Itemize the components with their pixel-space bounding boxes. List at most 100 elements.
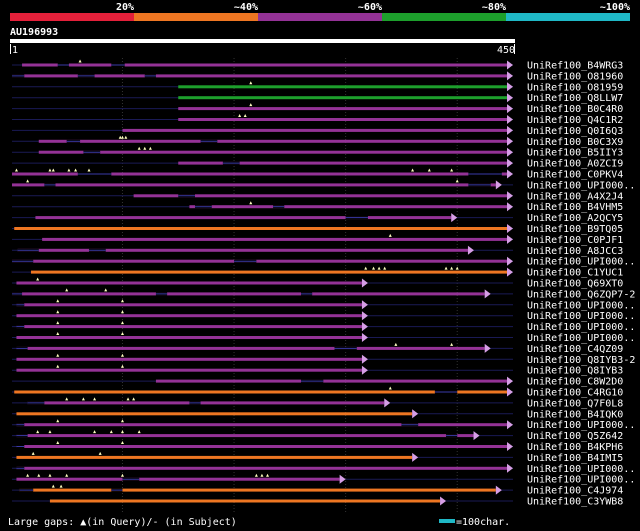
hit-row[interactable]: UniRef100_UPI000.. — [12, 256, 635, 268]
hit-bar[interactable] — [16, 346, 485, 350]
hit-row[interactable]: UniRef100_Q0I6Q3 — [12, 126, 623, 137]
hit-label[interactable]: UniRef100_C8W2D0 — [527, 377, 623, 388]
hit-bar[interactable] — [12, 74, 507, 78]
hit-label[interactable]: UniRef100_B0C4R0 — [527, 104, 623, 115]
hit-label[interactable]: UniRef100_A2QCY5 — [527, 213, 623, 224]
hit-row[interactable]: UniRef100_Q69XT0 — [12, 277, 623, 290]
hit-label[interactable]: UniRef100_B4WRG3 — [527, 61, 623, 72]
hit-label[interactable]: UniRef100_Q69XT0 — [527, 279, 623, 290]
hit-label[interactable]: UniRef100_B4IQK0 — [527, 409, 623, 420]
hit-row[interactable]: UniRef100_Q8IYB3 — [12, 364, 623, 377]
hit-bar[interactable] — [12, 183, 496, 187]
hit-bar[interactable] — [16, 412, 413, 416]
hit-row[interactable]: UniRef100_B4KPH6 — [12, 441, 623, 453]
hit-row[interactable]: UniRef100_O81959 — [12, 81, 623, 93]
hit-bar[interactable] — [12, 259, 507, 263]
hit-bar[interactable] — [38, 150, 507, 154]
hit-bar[interactable] — [30, 270, 508, 274]
hit-bar[interactable] — [16, 423, 507, 427]
hit-label[interactable]: UniRef100_B4KPH6 — [527, 442, 623, 453]
hit-label[interactable]: UniRef100_A4X2J4 — [527, 191, 623, 202]
hit-bar[interactable] — [16, 325, 362, 329]
hit-bar[interactable] — [178, 96, 508, 100]
hit-label[interactable]: UniRef100_UPI000.. — [527, 333, 635, 344]
hit-row[interactable]: UniRef100_B4WRG3 — [12, 59, 623, 72]
hit-row[interactable]: UniRef100_UPI000.. — [12, 179, 635, 191]
hit-bar[interactable] — [16, 455, 413, 459]
hit-bar[interactable] — [16, 314, 362, 318]
hit-bar[interactable] — [155, 379, 507, 383]
hit-bar[interactable] — [16, 281, 362, 285]
hit-label[interactable]: UniRef100_UPI000.. — [527, 322, 635, 333]
hit-bar[interactable] — [16, 368, 362, 372]
hit-row[interactable]: UniRef100_C3YWB8 — [12, 496, 623, 508]
hit-label[interactable]: UniRef100_Q7F0L8 — [527, 398, 623, 409]
hit-row[interactable]: UniRef100_UPI000.. — [12, 463, 635, 475]
hit-row[interactable]: UniRef100_Q8LLW7 — [12, 93, 623, 104]
hit-bar[interactable] — [16, 477, 340, 481]
hit-row[interactable]: UniRef100_Q8IYB3-2 — [12, 353, 635, 366]
hit-label[interactable]: UniRef100_UPI000.. — [527, 420, 635, 431]
hit-row[interactable]: UniRef100_B5IIY3 — [12, 146, 623, 159]
hit-label[interactable]: UniRef100_C0PKV4 — [527, 170, 623, 181]
hit-row[interactable]: UniRef100_B9TQ05 — [12, 224, 623, 235]
hit-bar[interactable] — [42, 237, 507, 241]
hit-bar[interactable] — [14, 390, 507, 394]
hit-bar[interactable] — [178, 107, 508, 111]
hit-bar[interactable] — [16, 357, 362, 361]
hit-label[interactable]: UniRef100_Q5Z642 — [527, 431, 623, 442]
hit-row[interactable]: UniRef100_B0C4R0 — [12, 103, 623, 115]
hit-label[interactable]: UniRef100_C0PJF1 — [527, 235, 623, 246]
hit-label[interactable]: UniRef100_B4IMI5 — [527, 453, 623, 464]
hit-bar[interactable] — [19, 488, 496, 492]
hit-row[interactable]: UniRef100_O81960 — [12, 71, 623, 82]
hit-row[interactable]: UniRef100_Q4C1R2 — [12, 114, 623, 126]
hit-label[interactable]: UniRef100_C1YUC1 — [527, 268, 623, 279]
hit-bar[interactable] — [12, 292, 485, 296]
hit-row[interactable]: UniRef100_C0PJF1 — [12, 233, 623, 246]
hit-row[interactable]: UniRef100_C4QZ09 — [12, 342, 623, 355]
hit-bar[interactable] — [122, 128, 507, 132]
hit-row[interactable]: UniRef100_B0C3X9 — [12, 135, 623, 148]
hit-row[interactable]: UniRef100_UPI000.. — [12, 419, 635, 431]
hit-row[interactable]: UniRef100_A4X2J4 — [12, 191, 623, 202]
hit-label[interactable]: UniRef100_UPI000.. — [527, 180, 635, 191]
hit-label[interactable]: UniRef100_B0C3X9 — [527, 137, 623, 148]
hit-row[interactable]: UniRef100_C4J974 — [12, 484, 623, 497]
hit-label[interactable]: UniRef100_Q8IYB3 — [527, 366, 623, 377]
hit-bar[interactable] — [27, 401, 385, 405]
hit-bar[interactable] — [178, 118, 508, 121]
hit-row[interactable]: UniRef100_B4IQK0 — [12, 409, 623, 420]
hit-bar[interactable] — [16, 445, 507, 448]
hit-label[interactable]: UniRef100_C4RG10 — [527, 388, 623, 399]
hit-row[interactable]: UniRef100_UPI000.. — [12, 310, 635, 322]
hit-row[interactable]: UniRef100_A0ZCI9 — [12, 158, 623, 170]
hit-label[interactable]: UniRef100_Q4C1R2 — [527, 115, 623, 126]
hit-row[interactable]: UniRef100_UPI000.. — [12, 299, 635, 311]
hit-label[interactable]: UniRef100_B9TQ05 — [527, 224, 623, 235]
hit-row[interactable]: UniRef100_B4IMI5 — [12, 451, 623, 464]
hit-row[interactable]: UniRef100_A2QCY5 — [12, 213, 623, 224]
hit-bar[interactable] — [16, 434, 474, 438]
hit-label[interactable]: UniRef100_B4VHM5 — [527, 202, 623, 213]
hit-bar[interactable] — [14, 227, 507, 230]
hit-row[interactable]: UniRef100_C1YUC1 — [12, 266, 623, 279]
hit-row[interactable]: UniRef100_Q5Z642 — [12, 430, 623, 442]
hit-row[interactable]: UniRef100_A8JCC3 — [12, 245, 623, 257]
hit-label[interactable]: UniRef100_UPI000.. — [527, 311, 635, 322]
hit-row[interactable]: UniRef100_Q6ZQP7-2 — [12, 288, 635, 300]
hit-label[interactable]: UniRef100_UPI000.. — [527, 300, 635, 311]
hit-bar[interactable] — [16, 466, 507, 470]
hit-label[interactable]: UniRef100_C4QZ09 — [527, 344, 623, 355]
hit-bar[interactable] — [22, 63, 507, 67]
hit-bar[interactable] — [133, 194, 508, 198]
hit-row[interactable]: UniRef100_C4RG10 — [12, 386, 623, 399]
hit-label[interactable]: UniRef100_Q8LLW7 — [527, 93, 623, 104]
hit-label[interactable]: UniRef100_UPI000.. — [527, 257, 635, 268]
hit-bar[interactable] — [12, 172, 507, 176]
hit-label[interactable]: UniRef100_A0ZCI9 — [527, 159, 623, 170]
hit-bar[interactable] — [49, 499, 441, 503]
hit-label[interactable]: UniRef100_Q0I6Q3 — [527, 126, 623, 137]
hit-bar[interactable] — [178, 161, 508, 165]
hit-bar[interactable] — [16, 303, 362, 307]
